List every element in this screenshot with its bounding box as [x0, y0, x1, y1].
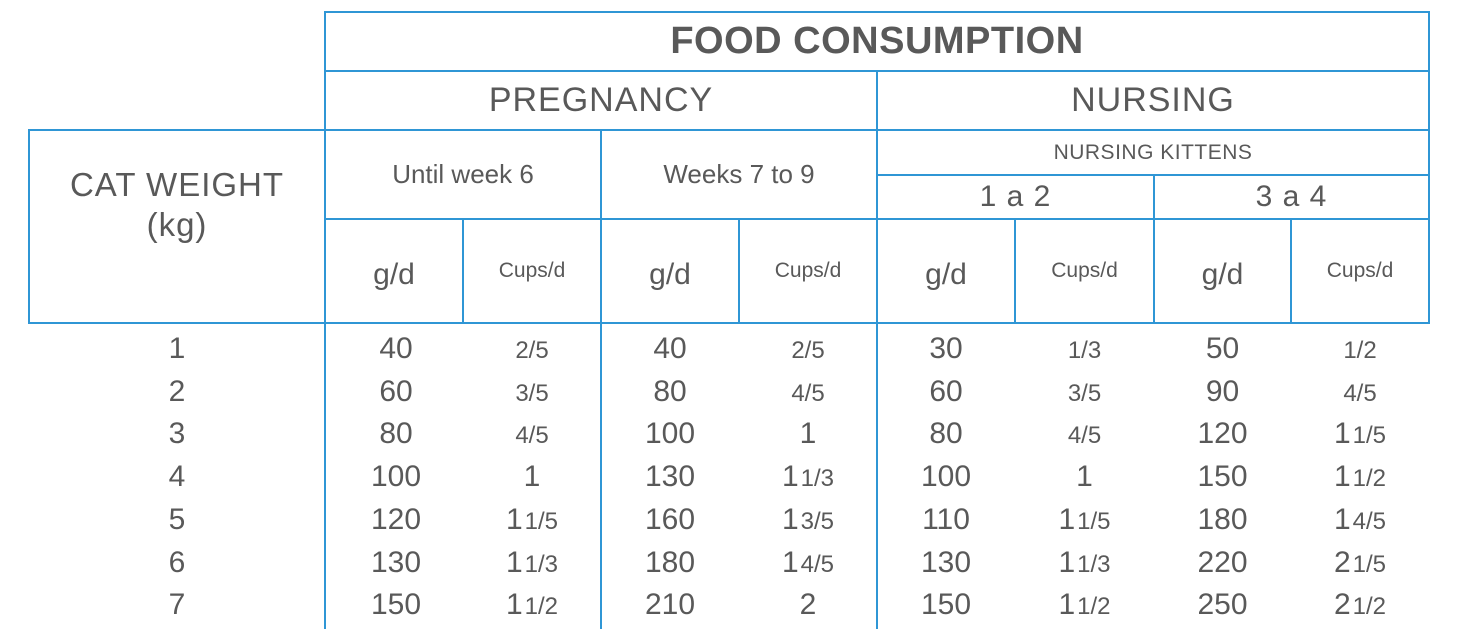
table-cell: 130 — [920, 545, 972, 579]
table-cell: 100 — [920, 460, 972, 494]
table-cell: 150 — [920, 588, 972, 622]
table-cell: 1 4/5 — [1333, 502, 1387, 536]
table-cell: 1 1/3 — [505, 545, 559, 579]
table-cell: 1 1/3 — [781, 460, 835, 494]
table-cell: 60 — [379, 374, 413, 408]
weight-cell: 5 — [168, 502, 186, 536]
table-cell: 1 1/5 — [1058, 502, 1111, 536]
table-cell: 1 1/2 — [505, 588, 559, 622]
table-cell: 60 — [929, 374, 963, 408]
table-title: FOOD CONSUMPTION — [670, 20, 1084, 62]
grid-line — [1014, 218, 1016, 324]
grid-line — [28, 322, 1429, 324]
unit-cups-header: Cups/d — [1051, 259, 1118, 282]
weight-cell: 2 — [168, 374, 186, 408]
table-cell: 2 1/5 — [1333, 545, 1387, 579]
table-cell: 1 3/5 — [781, 502, 835, 536]
unit-cups-header: Cups/d — [1326, 259, 1394, 282]
table-cell: 180 — [1197, 502, 1248, 536]
weight-cell: 6 — [168, 545, 186, 579]
grid-line — [738, 218, 740, 324]
table-cell: 1 4/5 — [781, 545, 835, 579]
unit-cups-header: Cups/d — [498, 259, 566, 282]
table-cell: 2/5 — [791, 337, 825, 364]
table-cell: 150 — [1197, 460, 1248, 494]
table-cell: 1/2 — [1343, 337, 1377, 364]
weight-cell: 3 — [168, 417, 186, 451]
table-cell: 4/5 — [1067, 422, 1102, 450]
table-cell: 120 — [370, 502, 422, 536]
table-cell: 1 1/5 — [505, 502, 559, 536]
table-cell: 150 — [370, 588, 422, 622]
table-cell: 2/5 — [515, 337, 549, 364]
table-cell: 120 — [1197, 417, 1248, 451]
table-cell: 130 — [370, 545, 422, 579]
grid-line — [28, 129, 30, 324]
unit-cups-header: Cups/d — [774, 259, 842, 282]
kittens-3-4-header: 3 a 4 — [1255, 180, 1328, 213]
table-cell: 1 1/2 — [1058, 588, 1111, 622]
table-cell: 90 — [1205, 374, 1240, 408]
table-cell: 1 — [799, 417, 817, 451]
grid-line — [1428, 11, 1430, 324]
table-cell: 4/5 — [791, 379, 825, 407]
weight-cell: 1 — [168, 332, 186, 365]
unit-gd-header: g/d — [649, 258, 691, 291]
until-week-6-header: Until week 6 — [392, 159, 534, 189]
table-cell: 130 — [644, 460, 696, 494]
cat-weight-label: CAT WEIGHT — [69, 166, 285, 203]
table-cell: 160 — [644, 502, 696, 536]
table-cell: 30 — [929, 332, 963, 365]
grid-line — [876, 70, 878, 629]
nursing-header: NURSING — [1071, 81, 1235, 119]
table-cell: 80 — [379, 417, 413, 451]
unit-gd-header: g/d — [373, 258, 415, 291]
cat-weight-unit: (kg) — [146, 206, 208, 243]
table-cell: 1/3 — [1067, 337, 1102, 364]
kittens-1-2-header: 1 a 2 — [979, 180, 1052, 213]
table-cell: 4/5 — [1343, 379, 1377, 407]
table-cell: 1 1/2 — [1333, 460, 1387, 494]
table-cell: 40 — [653, 332, 687, 365]
table-cell: 80 — [653, 374, 687, 408]
cat-weight-header: CAT WEIGHT (kg) — [30, 150, 324, 260]
table-cell: 80 — [929, 417, 963, 451]
table-cell: 1 1/3 — [1058, 545, 1111, 579]
table-cell: 210 — [644, 588, 696, 622]
table-cell: 3/5 — [1067, 379, 1102, 407]
weeks-7-to-9-header: Weeks 7 to 9 — [663, 159, 815, 189]
table-cell: 1 — [1076, 460, 1093, 494]
table-cell: 180 — [644, 545, 696, 579]
weight-cell: 7 — [168, 588, 186, 622]
grid-line — [462, 218, 464, 324]
table-cell: 3/5 — [515, 379, 549, 407]
table-cell: 220 — [1197, 545, 1248, 579]
unit-gd-header: g/d — [925, 258, 967, 291]
unit-gd-header: g/d — [1201, 258, 1244, 291]
table-cell: 100 — [644, 417, 696, 451]
grid-line — [324, 11, 326, 629]
pregnancy-header: PREGNANCY — [488, 81, 714, 119]
table-cell: 2 1/2 — [1333, 588, 1387, 622]
weight-cell: 4 — [168, 460, 186, 494]
table-cell: 1 — [523, 460, 541, 494]
table-cell: 110 — [922, 502, 970, 536]
table-cell: 40 — [379, 332, 413, 365]
table-cell: 1 1/5 — [1333, 417, 1387, 451]
table-cell: 4/5 — [515, 422, 549, 450]
grid-line — [600, 129, 602, 629]
table-cell: 100 — [370, 460, 422, 494]
grid-line — [1153, 174, 1155, 324]
table-cell: 50 — [1205, 332, 1240, 365]
table-cell: 2 — [799, 588, 817, 622]
grid-line — [1290, 218, 1292, 324]
nursing-kittens-header: NURSING KITTENS — [1053, 140, 1253, 164]
grid-line — [28, 129, 1429, 131]
grid-line — [325, 11, 1429, 13]
table-cell: 250 — [1197, 588, 1248, 622]
